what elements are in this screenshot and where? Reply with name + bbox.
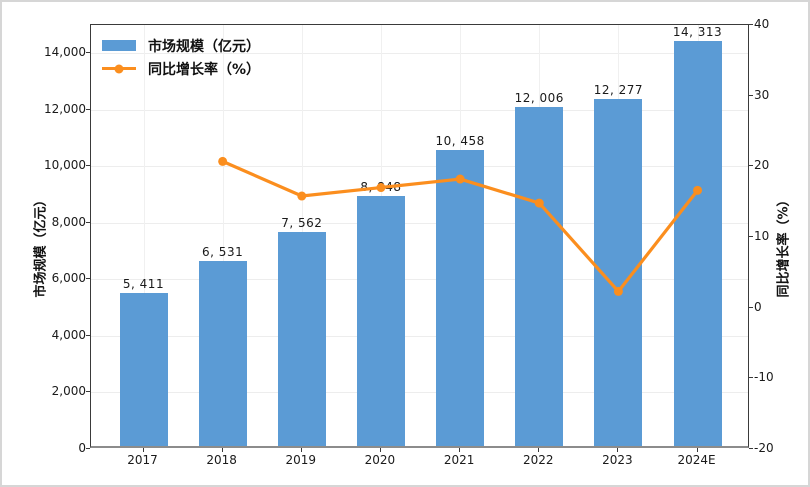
growth-rate-marker bbox=[376, 183, 386, 193]
x-tick-label-2022: 2022 bbox=[522, 453, 554, 467]
x-tick-label-2019: 2019 bbox=[285, 453, 317, 467]
x-tick-label-2024E: 2024E bbox=[677, 453, 716, 467]
legend-swatch-col bbox=[102, 40, 136, 51]
right-tick-label: 40 bbox=[754, 17, 770, 31]
right-tick-label: 10 bbox=[754, 229, 770, 243]
bar-2020 bbox=[356, 195, 405, 446]
left-tick-label: 2,000 bbox=[51, 384, 86, 399]
right-tick-mark bbox=[749, 24, 753, 25]
x-tick-label-2021: 2021 bbox=[443, 453, 475, 467]
legend-item-growth-rate: 同比增长率（%） bbox=[102, 57, 260, 80]
left-tick-label: 0 bbox=[78, 441, 86, 455]
x-tick-label-2023: 2023 bbox=[602, 453, 633, 467]
gridline-horizontal bbox=[91, 392, 748, 394]
bottom-tick-mark bbox=[221, 448, 223, 452]
bar-2021 bbox=[436, 150, 485, 446]
left-tick-mark bbox=[86, 391, 90, 393]
x-tick-label-2018: 2018 bbox=[206, 453, 237, 467]
gridline-horizontal bbox=[91, 109, 748, 111]
gridline-horizontal bbox=[91, 53, 748, 55]
bar-value-label-2023: 12, 277 bbox=[593, 82, 644, 97]
left-tick-label: 6,000 bbox=[51, 271, 86, 286]
growth-rate-marker bbox=[297, 191, 307, 201]
left-tick-label: 10,000 bbox=[44, 158, 86, 173]
bar-2024E bbox=[673, 41, 722, 446]
left-tick-mark bbox=[86, 448, 90, 449]
x-tick-label-2017: 2017 bbox=[127, 453, 158, 467]
right-tick-mark bbox=[749, 165, 753, 167]
left-tick-mark bbox=[86, 221, 90, 223]
right-tick-mark bbox=[749, 236, 753, 237]
line-swatch-icon bbox=[102, 64, 136, 73]
growth-rate-marker bbox=[613, 286, 623, 296]
right-tick-label: -10 bbox=[754, 370, 774, 385]
left-tick-label: 8,000 bbox=[51, 214, 86, 229]
bar-value-label-2022: 12, 006 bbox=[514, 90, 564, 105]
right-tick-mark bbox=[749, 94, 753, 96]
bar-value-label-2017: 5, 411 bbox=[122, 277, 165, 292]
bottom-tick-mark bbox=[379, 448, 381, 452]
bar-value-label-2018: 6, 531 bbox=[202, 245, 244, 260]
left-axis-title: 市场规模（亿元） bbox=[33, 193, 49, 298]
gridline-horizontal bbox=[91, 335, 748, 337]
bottom-tick-mark bbox=[300, 448, 302, 452]
bar-2022 bbox=[515, 106, 564, 446]
x-tick-label-2020: 2020 bbox=[364, 453, 396, 467]
legend-swatch-col bbox=[102, 64, 136, 73]
bottom-tick-mark bbox=[538, 448, 540, 452]
bottom-tick-mark bbox=[696, 448, 698, 452]
left-tick-mark bbox=[86, 108, 90, 110]
legend-label-market-size: 市场规模（亿元） bbox=[148, 38, 260, 55]
growth-rate-marker bbox=[693, 185, 703, 195]
line-marker-icon bbox=[114, 64, 124, 73]
bar-2019 bbox=[277, 232, 326, 446]
right-tick-mark bbox=[749, 448, 753, 449]
bar-2017 bbox=[119, 293, 168, 446]
bar-value-label-2021: 10, 458 bbox=[435, 134, 485, 149]
right-tick-label: -20 bbox=[754, 441, 774, 455]
left-tick-label: 12,000 bbox=[44, 101, 86, 116]
right-tick-label: 20 bbox=[754, 158, 770, 173]
bottom-tick-mark bbox=[617, 448, 619, 452]
bar-value-label-2024E: 14, 313 bbox=[672, 25, 723, 40]
bar-2018 bbox=[198, 261, 247, 446]
left-tick-mark bbox=[86, 165, 90, 167]
right-tick-mark bbox=[749, 377, 753, 379]
gridline-horizontal bbox=[91, 279, 748, 281]
left-tick-mark bbox=[86, 52, 90, 54]
right-tick-label: 30 bbox=[754, 87, 770, 102]
left-tick-mark bbox=[86, 278, 90, 280]
gridline-horizontal bbox=[91, 222, 748, 224]
left-tick-label: 14,000 bbox=[44, 45, 86, 60]
left-tick-label: 4,000 bbox=[51, 327, 86, 342]
right-tick-mark bbox=[749, 306, 753, 308]
right-tick-label: 0 bbox=[754, 299, 762, 314]
gridline-horizontal bbox=[91, 166, 748, 168]
legend-label-growth-rate: 同比增长率（%） bbox=[148, 61, 261, 78]
gridline-vertical bbox=[143, 25, 145, 446]
bottom-tick-mark bbox=[142, 448, 144, 452]
bottom-tick-mark bbox=[459, 448, 461, 452]
plot-area: 5, 411 6, 531 7, 562 8, 848 10, 458 12, 006 12… bbox=[90, 24, 749, 448]
bar-swatch-icon bbox=[102, 40, 136, 51]
legend-item-market-size: 市场规模（亿元） bbox=[102, 34, 260, 57]
legend: 市场规模（亿元） 同比增长率（%） bbox=[102, 34, 260, 80]
growth-rate-marker bbox=[455, 174, 465, 184]
growth-line-layer bbox=[218, 156, 703, 296]
left-tick-mark bbox=[86, 334, 90, 336]
gridline-vertical bbox=[222, 25, 224, 446]
bar-value-label-2019: 7, 562 bbox=[281, 216, 323, 231]
growth-rate-marker bbox=[218, 156, 228, 166]
growth-rate-marker bbox=[534, 198, 544, 208]
